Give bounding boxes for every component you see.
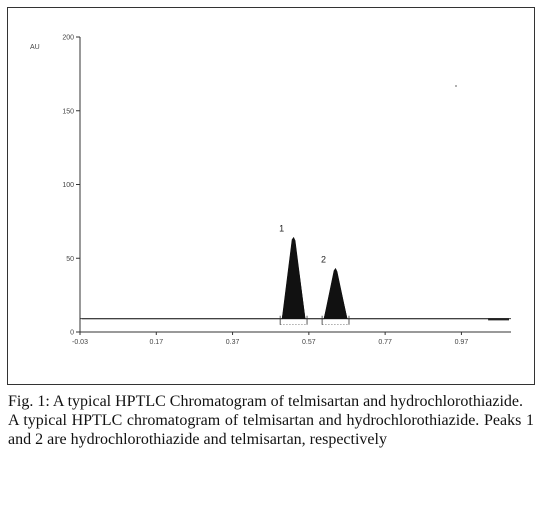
caption-text: A typical HPTLC chromatogram of telmisar…	[8, 412, 534, 448]
y-tick-label: 50	[66, 256, 74, 263]
stray-mark	[455, 85, 457, 87]
peak-group: 12	[279, 224, 350, 325]
peak-boundary-mark	[321, 315, 350, 325]
x-tick-label: 0.57	[302, 339, 316, 346]
chromatogram-figure: 0 50 100 150 200 -0.03 0.17 0.37 0.57 0.77 0.97 1…	[7, 7, 535, 385]
y-axis-ticks: 0 50 100 150 200	[62, 35, 80, 337]
x-tick-label: 0.17	[149, 339, 163, 346]
peak-boundary-mark	[279, 315, 308, 325]
x-tick-label: -0.03	[72, 339, 88, 346]
y-axis-unit-label: AU	[30, 44, 40, 51]
peak-label: 2	[321, 255, 326, 265]
figure-caption: Fig. 1: A typical HPTLC Chromatogram of …	[8, 392, 534, 449]
chromatogram-chart: 0 50 100 150 200 -0.03 0.17 0.37 0.57 0.77 0.97 1…	[30, 35, 511, 346]
x-axis-ticks: -0.03 0.17 0.37 0.57 0.77 0.97	[72, 332, 468, 346]
peak-label: 1	[279, 224, 284, 234]
y-tick-label: 0	[70, 330, 74, 337]
x-tick-label: 0.77	[378, 339, 392, 346]
y-tick-label: 150	[62, 108, 74, 115]
y-tick-label: 200	[62, 35, 74, 42]
x-tick-label: 0.97	[455, 339, 469, 346]
x-tick-label: 0.37	[226, 339, 240, 346]
peak-area	[323, 268, 348, 320]
peak-area	[281, 237, 306, 320]
y-tick-label: 100	[62, 182, 74, 189]
caption-title: Fig. 1: A typical HPTLC Chromatogram of …	[8, 393, 524, 410]
